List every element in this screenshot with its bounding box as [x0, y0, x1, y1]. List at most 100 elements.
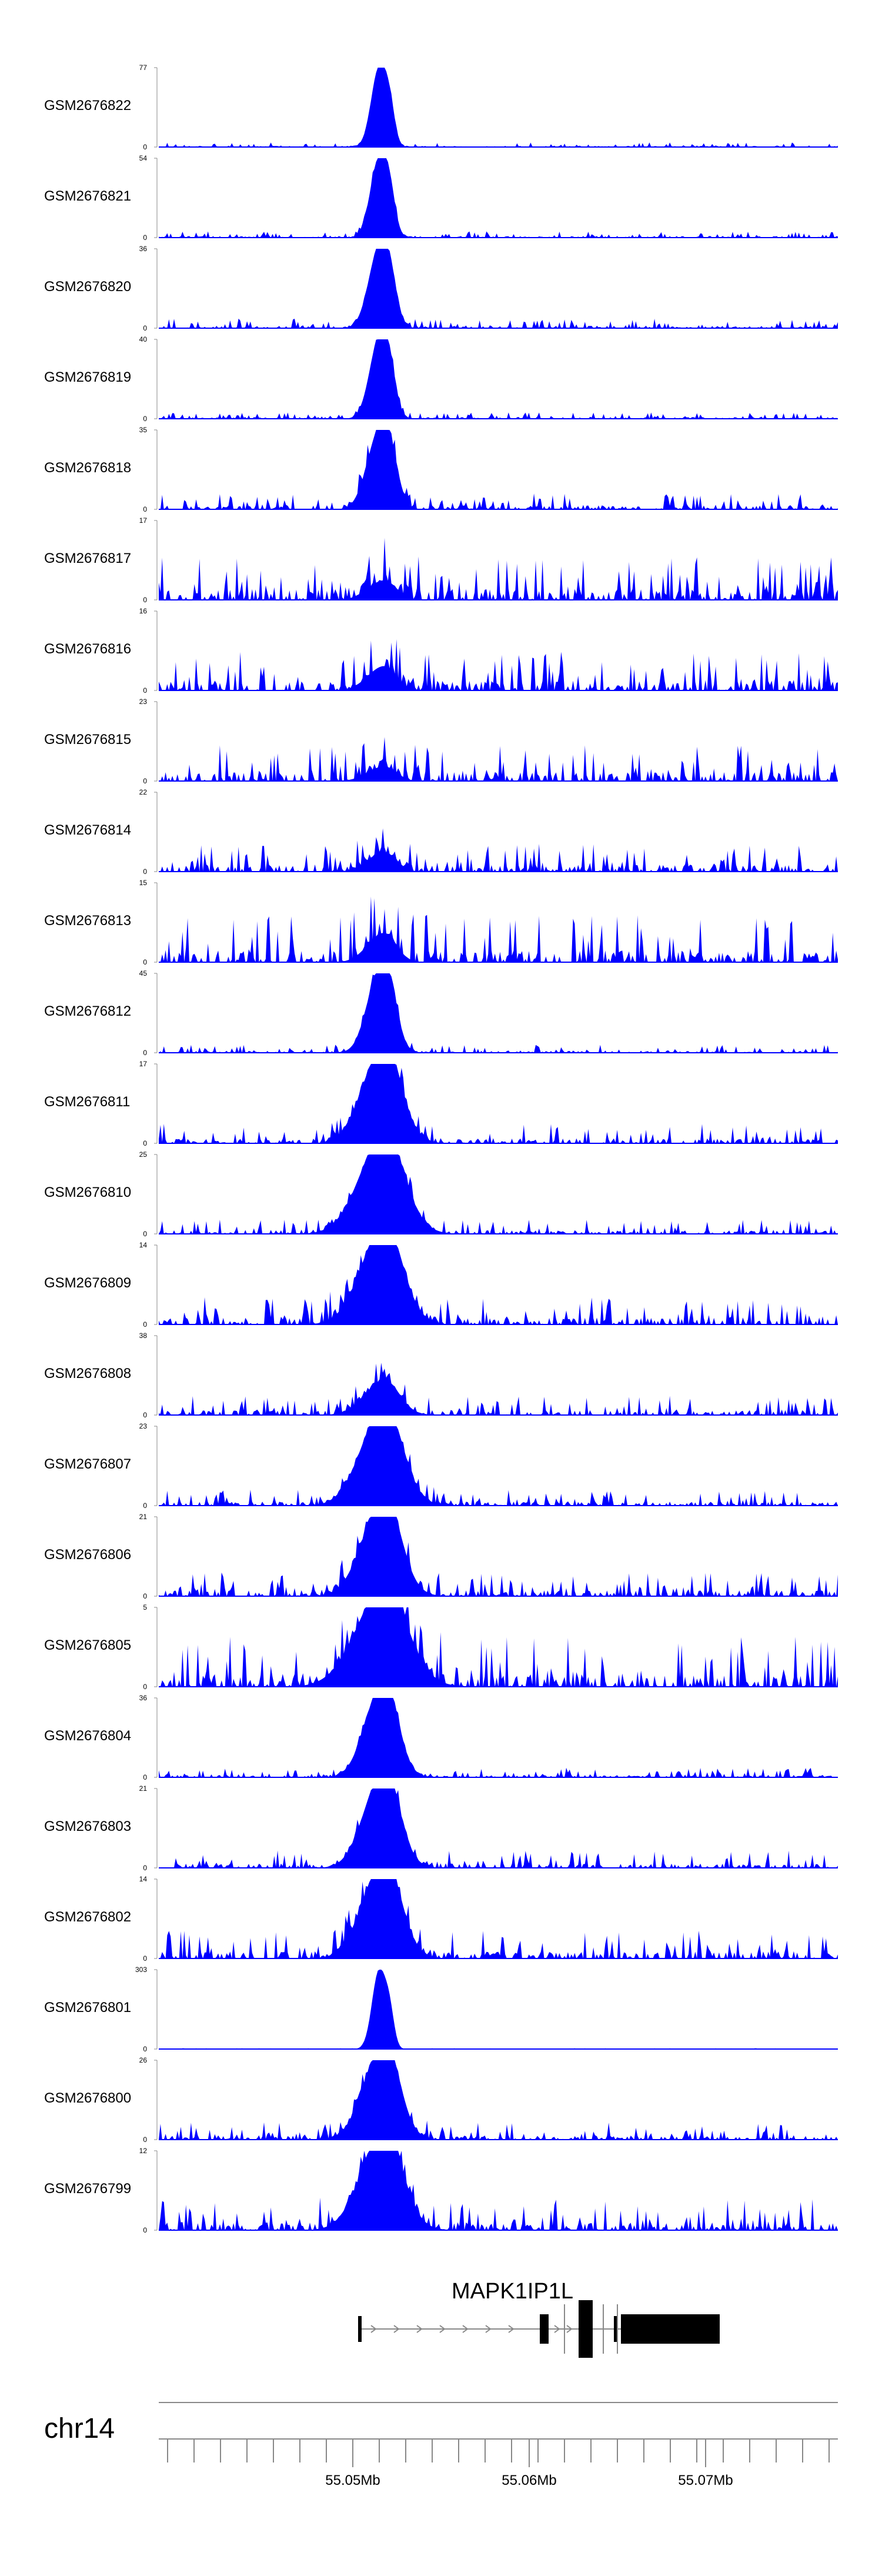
y-max-label: 26 [139, 2056, 148, 2064]
strand-arrow [370, 2325, 377, 2333]
y-max-label: 25 [139, 1150, 148, 1159]
signal-area [159, 1970, 838, 2049]
y-zero-label: 0 [143, 505, 147, 513]
track-label: GSM2676815 [44, 732, 131, 748]
y-max-label: 17 [139, 516, 148, 525]
y-max-label: 14 [139, 1875, 148, 1883]
y-max-label: 36 [139, 1694, 148, 1702]
strand-arrow [485, 2325, 492, 2333]
y-zero-label: 0 [143, 415, 147, 423]
track-GSM2676805: GSM2676805 5 0 [44, 1603, 838, 1691]
y-zero-label: 0 [143, 777, 147, 785]
y-max-label: 22 [139, 788, 148, 796]
y-zero-label: 0 [143, 1230, 147, 1238]
y-zero-label: 0 [143, 1049, 147, 1057]
y-zero-label: 0 [143, 2135, 147, 2144]
gene-label: MAPK1IP1L [452, 2279, 573, 2304]
x-tick-label: 55.07Mb [678, 2472, 733, 2488]
signal-area [159, 2060, 838, 2140]
track-GSM2676819: GSM2676819 40 0 [44, 335, 838, 423]
track-GSM2676814: GSM2676814 22 0 [44, 788, 838, 876]
y-max-label: 17 [139, 1060, 148, 1068]
signal-area [159, 828, 838, 872]
y-max-label: 35 [139, 426, 148, 434]
track-label: GSM2676811 [44, 1094, 130, 1110]
track-GSM2676817: GSM2676817 17 0 [44, 516, 838, 604]
strand-arrow [508, 2325, 514, 2333]
x-tick-label: 55.06Mb [502, 2472, 556, 2488]
y-max-label: 21 [139, 1784, 148, 1793]
signal-area [159, 1154, 838, 1234]
y-zero-label: 0 [143, 1320, 147, 1329]
track-label: GSM2676804 [44, 1728, 131, 1744]
y-max-label: 36 [139, 245, 148, 253]
track-label: GSM2676800 [44, 2090, 131, 2106]
strand-arrow [393, 2325, 400, 2333]
signal-tracks: GSM2676822770GSM2676821540GSM2676820360G… [44, 64, 838, 2234]
track-GSM2676816: GSM2676816 16 0 [44, 607, 838, 695]
signal-area [159, 2151, 838, 2230]
signal-area [159, 1245, 838, 1324]
track-label: GSM2676807 [44, 1456, 131, 1472]
track-GSM2676809: GSM2676809 14 0 [44, 1241, 838, 1329]
track-GSM2676821: GSM2676821 54 0 [44, 154, 838, 242]
track-GSM2676811: GSM2676811 17 0 [44, 1060, 838, 1147]
signal-area [159, 639, 838, 690]
strand-arrow [416, 2325, 423, 2333]
y-max-label: 23 [139, 698, 148, 706]
track-GSM2676822: GSM2676822 77 0 [44, 64, 838, 151]
track-label: GSM2676819 [44, 369, 131, 385]
genome-axis: chr14 55.05Mb 55.06Mb 55.07Mb [44, 2402, 838, 2488]
track-label: GSM2676813 [44, 913, 131, 929]
track-label: GSM2676806 [44, 1547, 131, 1563]
track-label: GSM2676809 [44, 1275, 131, 1291]
chromosome-label: chr14 [44, 2413, 115, 2444]
track-GSM2676818: GSM2676818 35 0 [44, 426, 838, 513]
track-label: GSM2676816 [44, 641, 131, 657]
track-GSM2676808: GSM2676808 38 0 [44, 1332, 838, 1419]
track-GSM2676807: GSM2676807 23 0 [44, 1422, 838, 1510]
track-label: GSM2676822 [44, 98, 131, 114]
y-max-label: 21 [139, 1513, 148, 1521]
signal-area [159, 1426, 838, 1506]
y-zero-label: 0 [143, 1683, 147, 1691]
strand-arrow [554, 2325, 560, 2333]
y-max-label: 15 [139, 879, 148, 887]
y-zero-label: 0 [143, 324, 147, 332]
y-max-label: 45 [139, 969, 148, 977]
track-label: GSM2676799 [44, 2181, 131, 2197]
y-zero-label: 0 [143, 867, 147, 876]
track-label: GSM2676814 [44, 822, 131, 838]
signal-area [159, 158, 838, 238]
track-GSM2676815: GSM2676815 23 0 [44, 698, 838, 785]
signal-area [159, 737, 838, 781]
track-label: GSM2676820 [44, 279, 131, 295]
exon [579, 2300, 593, 2358]
signal-area [159, 1607, 838, 1687]
x-tick-label: 55.05Mb [325, 2472, 380, 2488]
y-zero-label: 0 [143, 1411, 147, 1419]
y-max-label: 12 [139, 2147, 148, 2155]
y-max-label: 77 [139, 64, 148, 72]
y-max-label: 54 [139, 154, 148, 162]
track-GSM2676812: GSM2676812 45 0 [44, 969, 838, 1057]
track-GSM2676804: GSM2676804 36 0 [44, 1694, 838, 1781]
track-GSM2676799: GSM2676799 12 0 [44, 2147, 838, 2234]
signal-area [159, 1698, 838, 1777]
exon [540, 2314, 549, 2344]
track-label: GSM2676810 [44, 1184, 131, 1200]
y-zero-label: 0 [143, 1773, 147, 1781]
y-zero-label: 0 [143, 1592, 147, 1600]
y-zero-label: 0 [143, 1864, 147, 1872]
y-zero-label: 0 [143, 1139, 147, 1147]
exon [358, 2316, 362, 2342]
track-label: GSM2676818 [44, 460, 131, 476]
signal-area [159, 68, 838, 147]
y-zero-label: 0 [143, 958, 147, 966]
signal-area [159, 1363, 838, 1415]
strand-arrow [439, 2325, 446, 2333]
track-GSM2676800: GSM2676800 26 0 [44, 2056, 838, 2144]
track-label: GSM2676801 [44, 2000, 131, 2016]
track-GSM2676806: GSM2676806 21 0 [44, 1513, 838, 1600]
